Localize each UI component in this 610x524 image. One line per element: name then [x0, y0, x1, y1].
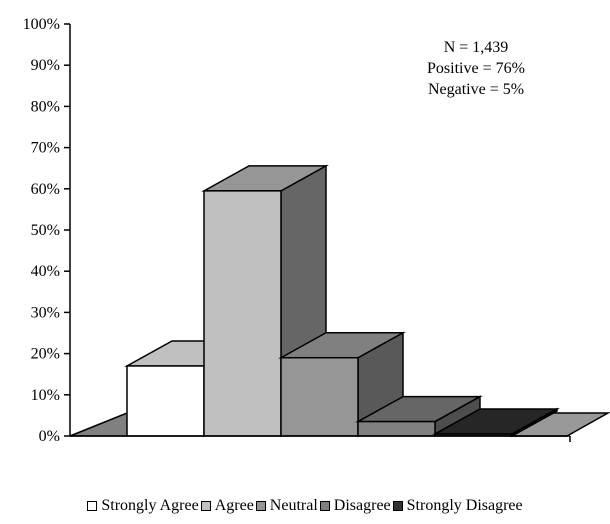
legend-item-5: Strongly Disagree	[392, 497, 523, 515]
legend-swatch	[255, 501, 266, 511]
annotation-1: N = 1,439	[444, 39, 509, 56]
bar-front-3	[280, 356, 359, 437]
y-tick-label: 60%	[31, 181, 60, 198]
bar-front-4	[357, 420, 436, 437]
legend-label: Strongly Disagree	[406, 497, 523, 514]
y-tick-label: 30%	[31, 304, 60, 321]
annotation-3: Negative = 5%	[428, 81, 524, 98]
bar-5	[432, 407, 560, 438]
y-tick-label: 20%	[31, 346, 60, 363]
legend-swatch	[87, 501, 98, 511]
legend-swatch	[392, 501, 403, 511]
y-tick-label: 100%	[23, 16, 60, 33]
legend-label: Neutral	[269, 497, 318, 514]
bar-4	[355, 395, 483, 438]
y-tick-label: 80%	[31, 98, 60, 115]
y-tick-label: 90%	[31, 57, 60, 74]
annotation-2: Positive = 76%	[427, 60, 525, 77]
legend-item-3: Neutral	[255, 497, 318, 515]
legend-item-2: Agree	[200, 497, 254, 515]
y-tick-label: 40%	[31, 263, 60, 280]
legend-swatch	[200, 501, 211, 511]
y-tick-label: 50%	[31, 222, 60, 239]
y-tick-label: 10%	[31, 387, 60, 404]
y-tick-label: 70%	[31, 140, 60, 157]
legend-label: Disagree	[333, 497, 391, 514]
bar-front-2	[203, 190, 282, 437]
legend-swatch	[319, 501, 330, 511]
bar-front-1	[126, 365, 205, 437]
bar-3	[278, 331, 406, 438]
legend-item-1: Strongly Agree	[87, 497, 199, 515]
y-tick-label: 0%	[39, 428, 60, 445]
chart-legend: Strongly Agree Agree Neutral Disagree Strong…	[0, 497, 610, 515]
legend-item-4: Disagree	[319, 497, 391, 515]
legend-label: Agree	[214, 497, 254, 514]
legend-label: Strongly Agree	[101, 497, 199, 514]
